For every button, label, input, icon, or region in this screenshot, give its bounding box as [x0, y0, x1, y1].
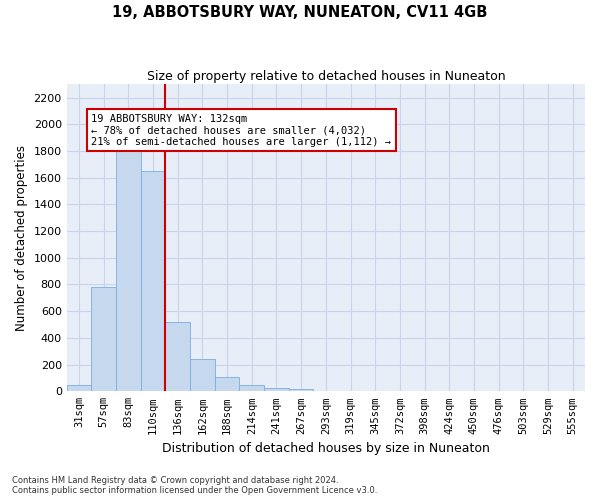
Y-axis label: Number of detached properties: Number of detached properties: [15, 144, 28, 330]
Bar: [190, 360, 215, 392]
Text: 19 ABBOTSBURY WAY: 132sqm
← 78% of detached houses are smaller (4,032)
21% of se: 19 ABBOTSBURY WAY: 132sqm ← 78% of detac…: [91, 114, 391, 146]
Title: Size of property relative to detached houses in Nuneaton: Size of property relative to detached ho…: [146, 70, 505, 83]
Text: Contains HM Land Registry data © Crown copyright and database right 2024.
Contai: Contains HM Land Registry data © Crown c…: [12, 476, 377, 495]
Bar: [215, 376, 239, 392]
Bar: [67, 384, 91, 392]
Text: 19, ABBOTSBURY WAY, NUNEATON, CV11 4GB: 19, ABBOTSBURY WAY, NUNEATON, CV11 4GB: [112, 5, 488, 20]
Bar: [91, 287, 116, 392]
Bar: [264, 388, 289, 392]
Bar: [116, 147, 141, 392]
Bar: [166, 322, 190, 392]
Bar: [141, 171, 166, 392]
Bar: [239, 384, 264, 392]
X-axis label: Distribution of detached houses by size in Nuneaton: Distribution of detached houses by size …: [162, 442, 490, 455]
Bar: [289, 390, 313, 392]
